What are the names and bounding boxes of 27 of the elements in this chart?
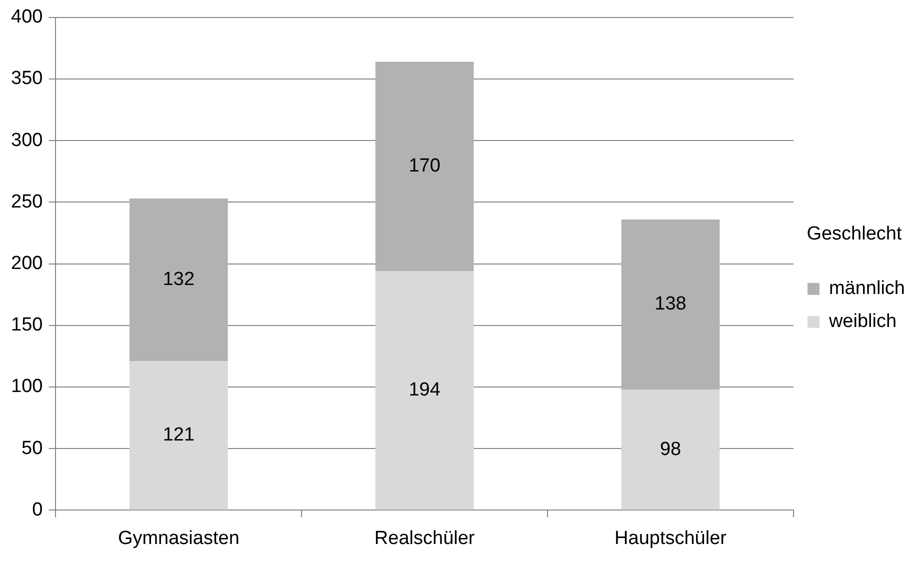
bar: [129, 198, 228, 362]
x-tick-label: Realschüler: [374, 528, 476, 549]
data-label: 170: [408, 156, 440, 177]
y-tick-label: 250: [11, 191, 43, 212]
y-tick-label: 50: [22, 438, 43, 459]
y-tick-label: 350: [11, 68, 43, 90]
bar: [129, 361, 228, 510]
x-tick-label: Hauptschüler: [614, 528, 728, 549]
bar: [621, 219, 720, 390]
legend-title: Geschlecht: [806, 223, 902, 244]
y-tick-label: 0: [32, 499, 43, 520]
y-tick-label: 100: [11, 376, 43, 398]
x-tick-label: Gymnasiasten: [118, 528, 240, 549]
legend-label: weiblich: [828, 311, 897, 332]
bar: [375, 271, 474, 510]
data-label: 138: [654, 294, 686, 315]
bar: [375, 62, 474, 272]
data-label: 98: [660, 438, 682, 460]
y-tick-label: 300: [11, 130, 43, 151]
data-label: 132: [162, 269, 195, 290]
bar: [621, 389, 720, 510]
y-tick-label: 400: [11, 6, 43, 28]
legend-label: männlich: [828, 278, 906, 300]
y-tick-label: 150: [11, 314, 43, 336]
y-tick-label: 200: [11, 253, 43, 274]
data-label: 194: [408, 380, 441, 401]
data-label: 121: [162, 424, 195, 446]
